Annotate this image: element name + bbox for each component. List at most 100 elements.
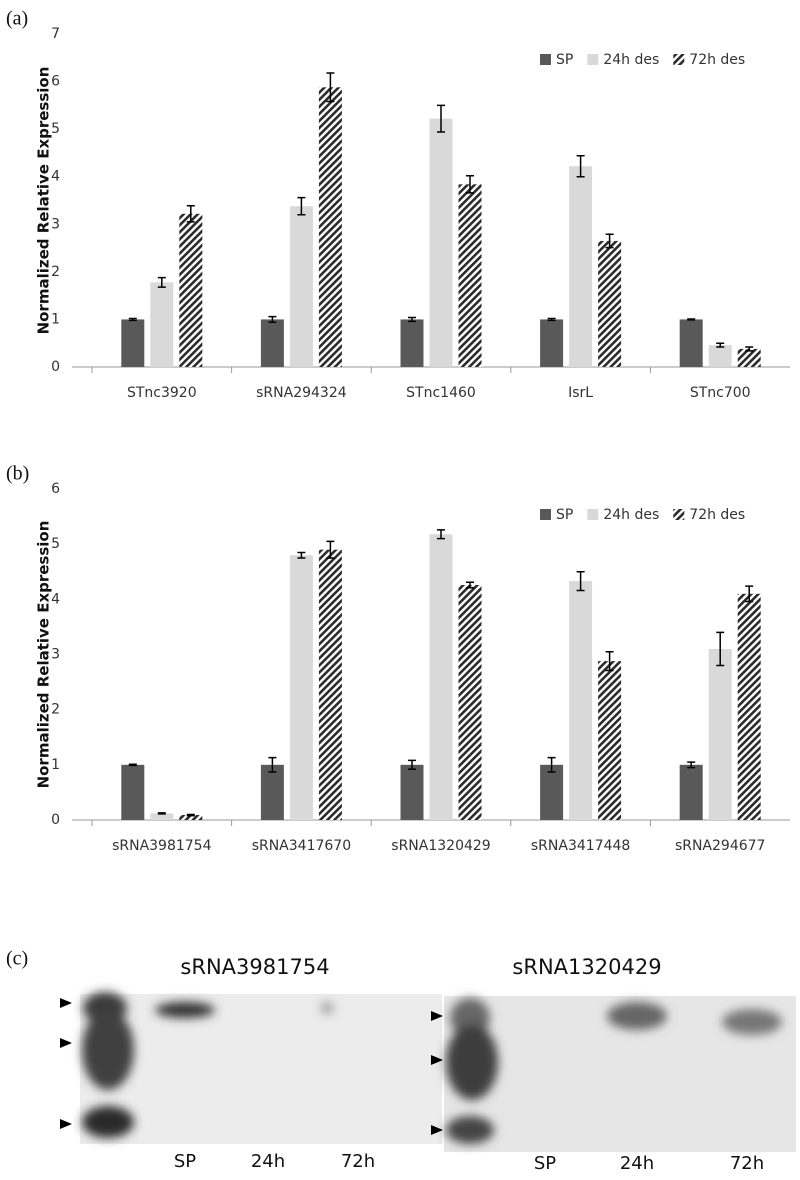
error-bar <box>268 315 277 324</box>
x-tick-label: sRNA3981754 <box>112 838 212 854</box>
bar <box>150 282 174 367</box>
x-tick-label: STnc3920 <box>127 385 197 401</box>
legend-swatch <box>673 509 685 520</box>
error-bar <box>466 175 474 194</box>
bar <box>179 213 203 367</box>
error-bar <box>297 196 306 216</box>
bar <box>289 206 313 367</box>
error-bar <box>186 813 195 817</box>
y-tick-label: 3 <box>51 216 60 232</box>
error-bar <box>547 317 556 322</box>
blot-image <box>60 992 796 1152</box>
x-tick-label: IsrL <box>568 385 593 401</box>
legend-swatch <box>540 54 551 65</box>
error-bar <box>326 72 335 103</box>
x-tick-label: sRNA294677 <box>675 838 766 854</box>
blot-title: sRNA1320429 <box>512 955 661 979</box>
error-bar <box>605 650 614 672</box>
x-tick-label: sRNA1320429 <box>391 838 490 854</box>
bar <box>569 166 593 367</box>
error-bar <box>437 529 445 540</box>
lane-label: 72h <box>341 1151 375 1172</box>
bar <box>150 813 174 820</box>
y-tick-label: 0 <box>51 812 60 828</box>
bar <box>260 319 284 367</box>
legend-label: SP <box>556 507 573 523</box>
bar <box>429 534 453 820</box>
y-axis-label: Normalized Relative Expression <box>35 521 53 789</box>
error-bar <box>268 756 277 773</box>
x-tick-label: sRNA3417670 <box>252 838 351 854</box>
error-bar <box>297 551 306 559</box>
bar <box>289 555 313 820</box>
legend-label: 72h des <box>689 52 745 68</box>
x-tick-label: STnc1460 <box>406 385 476 401</box>
error-bar <box>716 342 725 348</box>
y-tick-label: 6 <box>51 74 60 90</box>
legend-swatch <box>587 54 599 65</box>
y-tick-label: 1 <box>51 757 60 773</box>
bar <box>458 584 482 820</box>
y-tick-label: 1 <box>51 311 60 327</box>
bar <box>179 815 203 820</box>
bar <box>400 764 424 820</box>
bar <box>708 648 732 820</box>
x-tick-label: STnc700 <box>690 385 751 401</box>
bar <box>679 319 703 367</box>
y-axis-label: Normalized Relative Expression <box>35 67 53 335</box>
panel-label: (c) <box>6 948 28 970</box>
legend-label: SP <box>556 52 573 68</box>
bar <box>679 764 703 820</box>
legend-swatch <box>673 54 685 65</box>
error-bar <box>157 812 166 815</box>
error-bar <box>687 761 696 769</box>
legend-swatch <box>587 509 599 520</box>
legend-label: 72h des <box>689 507 745 523</box>
bar <box>737 593 761 820</box>
error-bar <box>128 317 137 322</box>
bar <box>458 184 482 367</box>
error-bar <box>326 540 335 559</box>
y-tick-label: 4 <box>51 591 60 607</box>
bar <box>318 549 342 820</box>
error-bar <box>716 631 725 667</box>
panel-label: (a) <box>6 8 28 30</box>
y-tick-label: 3 <box>51 647 60 663</box>
error-bar <box>745 585 754 603</box>
y-tick-label: 6 <box>51 481 60 497</box>
panel-label: (b) <box>6 463 29 485</box>
lane-label: SP <box>534 1153 556 1174</box>
error-bar <box>437 104 445 133</box>
bar <box>598 661 622 820</box>
error-bar <box>466 581 474 589</box>
bar <box>540 764 564 820</box>
bar <box>429 118 453 367</box>
error-bar <box>408 316 416 323</box>
error-bar <box>576 155 585 178</box>
error-bar <box>128 763 137 767</box>
error-bar <box>576 571 585 592</box>
y-tick-label: 5 <box>51 536 60 552</box>
blot-title: sRNA3981754 <box>180 955 329 979</box>
bar <box>540 319 564 367</box>
y-tick-label: 7 <box>51 26 60 42</box>
y-tick-label: 2 <box>51 264 60 280</box>
error-bar <box>408 759 416 770</box>
error-bar <box>745 346 754 352</box>
x-tick-label: sRNA3417448 <box>531 838 630 854</box>
error-bar <box>157 276 166 288</box>
y-tick-label: 2 <box>51 702 60 718</box>
legend-label: 24h des <box>603 507 659 523</box>
x-tick-label: sRNA294324 <box>256 385 347 401</box>
error-bar <box>687 318 696 321</box>
y-tick-label: 4 <box>51 169 60 185</box>
bar <box>260 764 284 820</box>
legend-swatch <box>540 509 551 520</box>
bar <box>569 581 593 820</box>
y-tick-label: 0 <box>51 359 60 375</box>
bar <box>598 240 622 367</box>
lane-label: 72h <box>730 1153 764 1174</box>
error-bar <box>186 204 195 223</box>
bar <box>121 764 145 820</box>
